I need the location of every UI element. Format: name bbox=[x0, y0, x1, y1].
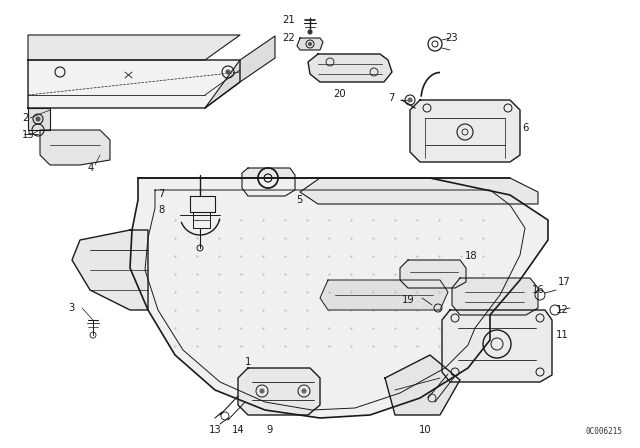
Polygon shape bbox=[40, 130, 110, 165]
Text: 17: 17 bbox=[558, 277, 571, 287]
Polygon shape bbox=[320, 280, 448, 310]
Text: 14: 14 bbox=[232, 425, 244, 435]
Text: 8: 8 bbox=[159, 205, 165, 215]
Text: 3: 3 bbox=[68, 303, 74, 313]
Polygon shape bbox=[442, 310, 552, 382]
Text: 0C006215: 0C006215 bbox=[585, 427, 622, 436]
Polygon shape bbox=[190, 196, 215, 212]
Polygon shape bbox=[193, 212, 210, 228]
Circle shape bbox=[226, 70, 230, 74]
Text: 20: 20 bbox=[333, 89, 346, 99]
Polygon shape bbox=[297, 38, 323, 50]
Circle shape bbox=[260, 389, 264, 393]
Polygon shape bbox=[400, 260, 466, 288]
Circle shape bbox=[308, 43, 312, 46]
Text: 13: 13 bbox=[209, 425, 222, 435]
Text: 7: 7 bbox=[159, 189, 165, 199]
Text: 19: 19 bbox=[403, 295, 415, 305]
Circle shape bbox=[36, 117, 40, 121]
Text: 4: 4 bbox=[88, 163, 94, 173]
Polygon shape bbox=[300, 178, 538, 204]
Polygon shape bbox=[242, 168, 295, 196]
Circle shape bbox=[308, 30, 312, 34]
Text: 21: 21 bbox=[282, 15, 295, 25]
Polygon shape bbox=[452, 278, 538, 315]
Text: 23: 23 bbox=[445, 33, 458, 43]
Polygon shape bbox=[385, 355, 460, 415]
Text: 9: 9 bbox=[267, 425, 273, 435]
Text: 1: 1 bbox=[245, 357, 251, 367]
Polygon shape bbox=[72, 230, 148, 310]
Polygon shape bbox=[410, 100, 520, 162]
Polygon shape bbox=[130, 178, 548, 418]
Text: 11: 11 bbox=[556, 330, 569, 340]
Polygon shape bbox=[205, 36, 275, 108]
Text: 15: 15 bbox=[22, 130, 35, 140]
Text: 2: 2 bbox=[22, 113, 28, 123]
Text: 12: 12 bbox=[556, 305, 569, 315]
Polygon shape bbox=[238, 368, 320, 415]
Text: 16: 16 bbox=[532, 285, 545, 295]
Text: 18: 18 bbox=[465, 251, 477, 261]
Text: 22: 22 bbox=[282, 33, 295, 43]
Text: 7: 7 bbox=[388, 93, 395, 103]
Polygon shape bbox=[28, 60, 240, 108]
Text: 10: 10 bbox=[419, 425, 431, 435]
Circle shape bbox=[408, 98, 412, 102]
Text: 5: 5 bbox=[296, 195, 302, 205]
Polygon shape bbox=[28, 35, 240, 60]
Polygon shape bbox=[28, 108, 50, 130]
Circle shape bbox=[302, 389, 306, 393]
Polygon shape bbox=[308, 54, 392, 82]
Text: 6: 6 bbox=[522, 123, 529, 133]
